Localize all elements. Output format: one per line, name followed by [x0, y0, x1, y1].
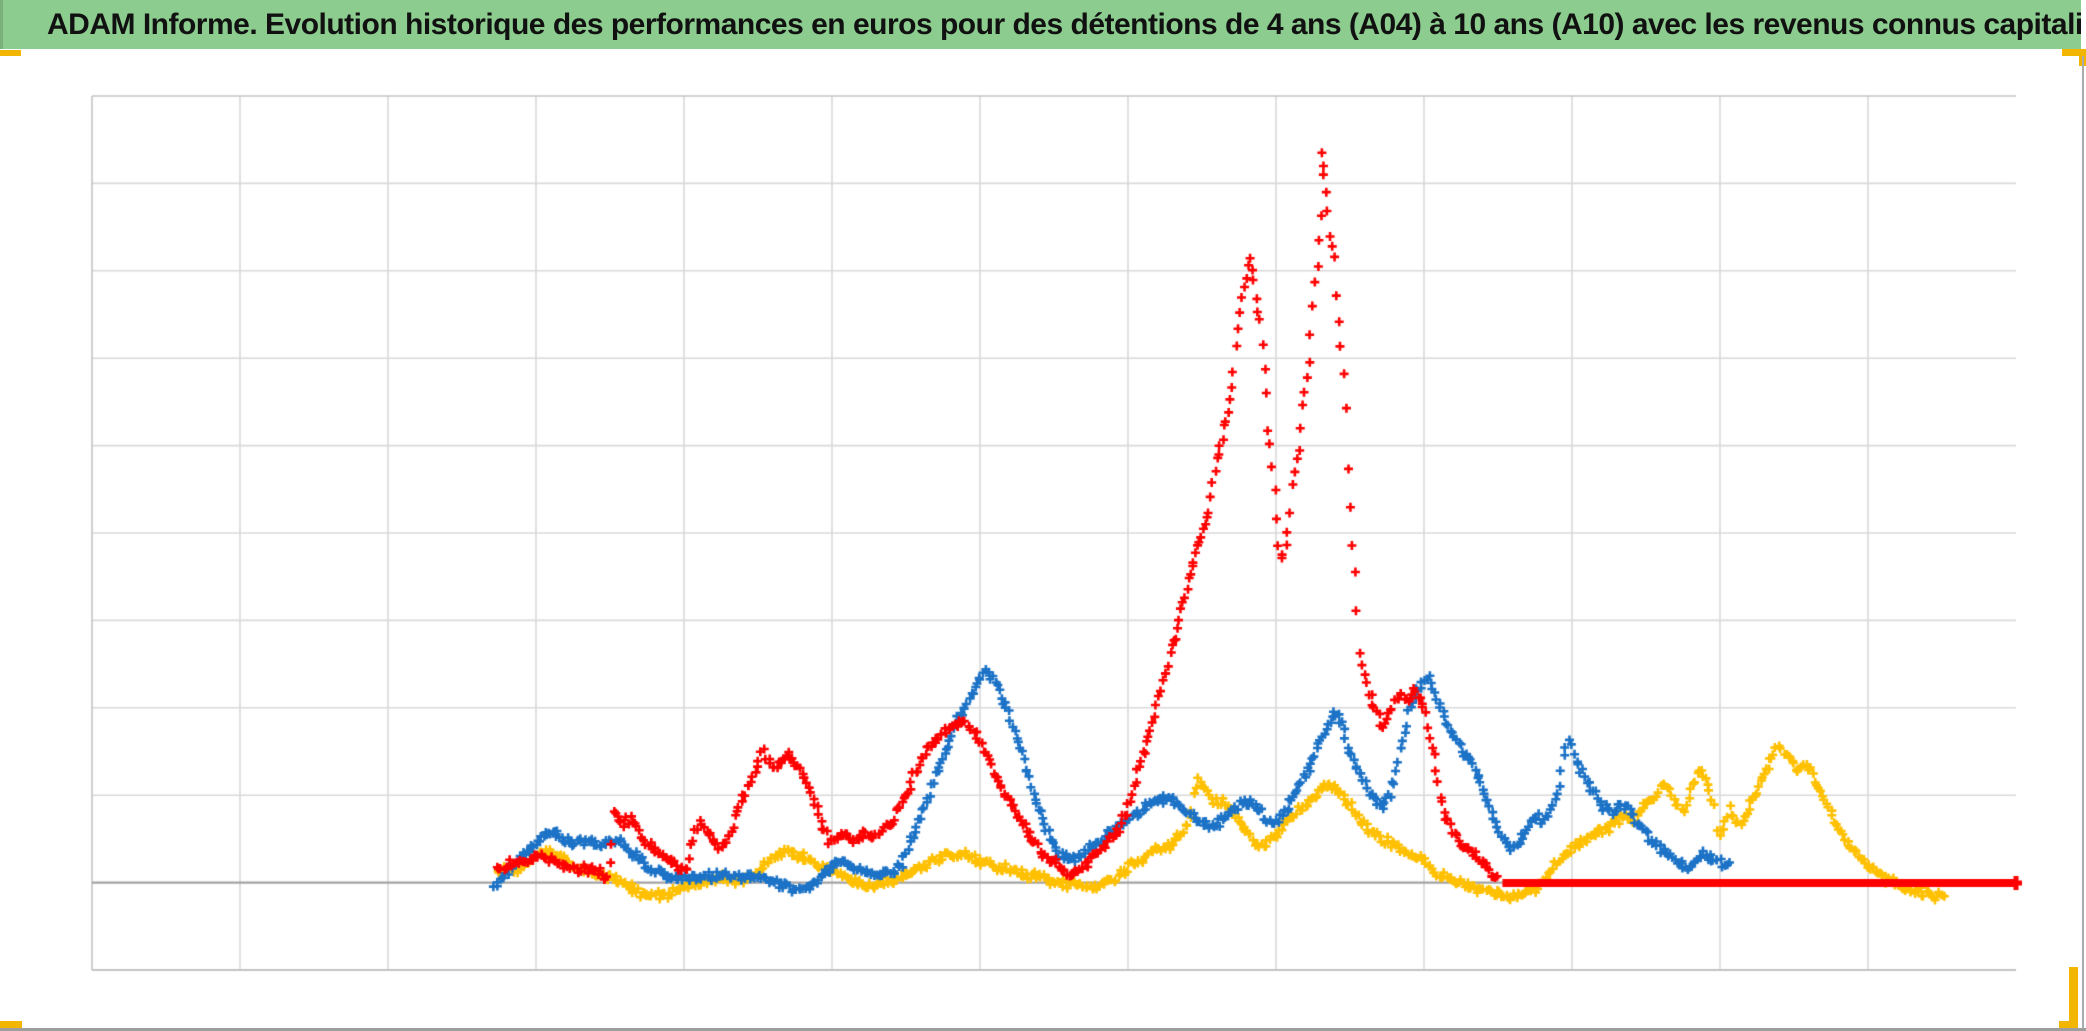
window-bottom-edge-line	[0, 1028, 2086, 1031]
gold-frame-corner-bottom-right-vertical	[2069, 967, 2078, 1029]
chart-title-text: ADAM Informe. Evolution historique des p…	[47, 7, 2081, 41]
gold-frame-corner-top-right	[2062, 49, 2086, 56]
gold-frame-corner-bottom-left	[0, 1021, 22, 1029]
gold-frame-corner-top-left	[0, 50, 21, 56]
chart-title-cell[interactable]: ADAM Informe. Evolution historique des p…	[0, 0, 2081, 49]
window-right-edge-line	[2082, 56, 2084, 1031]
gold-frame-corner-bottom-right	[2059, 1021, 2078, 1029]
